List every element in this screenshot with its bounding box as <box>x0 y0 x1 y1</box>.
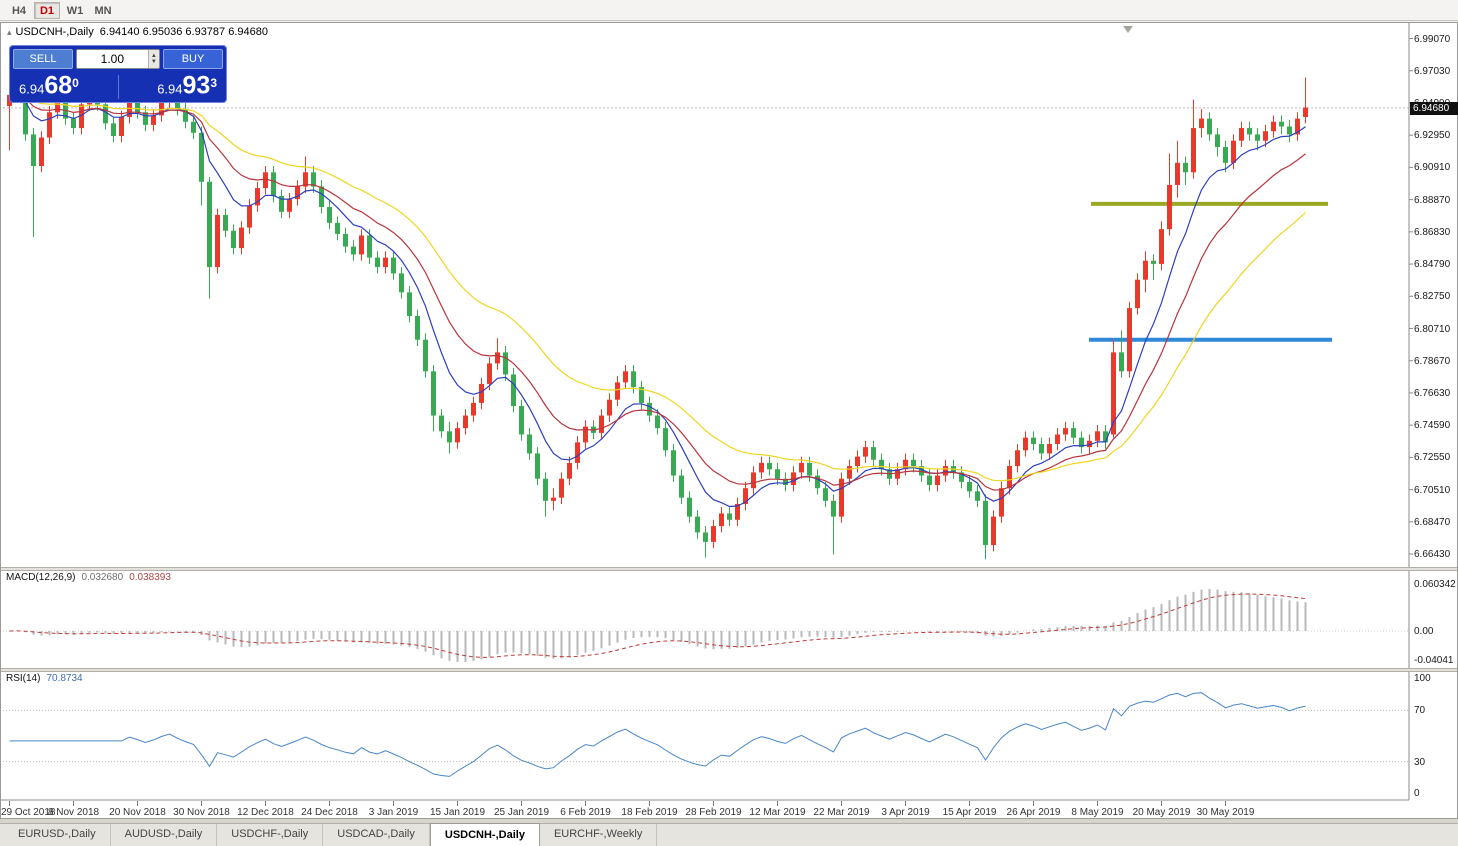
window-bottom-strip <box>0 819 1458 823</box>
date-axis-label: 12 Mar 2019 <box>749 807 806 818</box>
current-price-marker: 6.94680 <box>1410 101 1458 115</box>
price-axis-label: 6.66430 <box>1414 549 1451 561</box>
date-axis-label: 6 Feb 2019 <box>560 807 611 818</box>
macd-axis-label: -0.04041 <box>1414 655 1454 666</box>
rsi-axis-label: 30 <box>1414 756 1426 768</box>
price-axis-label: 6.99070 <box>1414 33 1451 45</box>
price-axis-label: 6.90910 <box>1414 162 1451 174</box>
date-axis-label: 15 Jan 2019 <box>429 807 486 818</box>
macd-axis-label: 0.060342 <box>1414 578 1456 590</box>
rsi-axis-label: 100 <box>1414 673 1431 684</box>
rsi-axis-label: 0 <box>1414 788 1420 799</box>
macd-value-signal: 0.038393 <box>129 572 171 583</box>
price-axis-label: 6.82750 <box>1414 291 1451 303</box>
sell-price-big: 68 <box>44 71 73 99</box>
rsi-name: RSI(14) <box>6 673 41 684</box>
date-axis-label: 15 Apr 2019 <box>942 807 997 818</box>
tab-usdcnh-daily[interactable]: USDCNH-,Daily <box>429 823 540 846</box>
buy-price-pip: 3 <box>210 75 217 90</box>
timeframe-button-mn[interactable]: MN <box>90 2 116 19</box>
chart-title: ▴ USDCNH-,Daily 6.94140 6.95036 6.93787 6.… <box>7 26 268 38</box>
volume-spinner: ▲ ▼ <box>147 50 159 68</box>
date-axis-label: 3 Jan 2019 <box>368 807 419 818</box>
chart-tabs-bar: EURUSD-,Daily AUDUSD-,Daily USDCHF-,Daily U… <box>0 823 1458 846</box>
chart-symbol-period: USDCNH-,Daily <box>15 26 94 38</box>
buy-price[interactable]: 6.94933 <box>157 71 217 101</box>
price-axis-label: 6.80710 <box>1414 323 1451 335</box>
macd-name: MACD(12,26,9) <box>6 572 76 583</box>
tab-eurchf-weekly[interactable]: EURCHF-,Weekly <box>540 824 658 846</box>
timeframe-button-d1[interactable]: D1 <box>34 1 60 19</box>
buy-price-prefix: 6.94 <box>157 81 183 96</box>
panel-splitter[interactable] <box>1 668 1457 672</box>
date-axis-label: 28 Feb 2019 <box>685 807 742 818</box>
date-axis-label: 12 Dec 2018 <box>237 807 294 818</box>
date-axis-label: 30 May 2019 <box>1196 807 1255 818</box>
volume-up-icon[interactable]: ▲ <box>150 53 157 59</box>
price-axis-label: 6.76630 <box>1414 387 1451 399</box>
timeframe-button-h4[interactable]: H4 <box>6 2 32 19</box>
volume-box: ▲ ▼ <box>76 49 160 69</box>
date-axis-label: 29 Oct 2018 <box>1 807 56 818</box>
date-axis-label: 8 Nov 2018 <box>47 807 100 818</box>
date-axis-label: 30 Nov 2018 <box>173 807 230 818</box>
one-click-trading-panel: SELL ▲ ▼ BUY 6.94680 6.94933 <box>9 45 227 103</box>
rsi-indicator-title: RSI(14) 70.8734 <box>6 673 83 684</box>
price-axis-label: 6.70510 <box>1414 484 1451 496</box>
sell-button[interactable]: SELL <box>13 49 73 69</box>
collapse-arrow-icon[interactable]: ▴ <box>7 27 12 37</box>
volume-down-icon[interactable]: ▼ <box>150 59 157 65</box>
buy-button[interactable]: BUY <box>163 49 223 69</box>
tab-audusd-daily[interactable]: AUDUSD-,Daily <box>111 824 218 846</box>
date-axis-label: 22 Mar 2019 <box>813 807 870 818</box>
price-divider <box>117 75 119 99</box>
price-axis-label: 6.74590 <box>1414 420 1451 432</box>
sell-price[interactable]: 6.94680 <box>19 71 79 101</box>
timeframe-button-w1[interactable]: W1 <box>62 2 88 19</box>
date-axis-label: 3 Apr 2019 <box>881 807 930 818</box>
date-axis-label: 25 Jan 2019 <box>493 807 550 818</box>
volume-input[interactable] <box>77 50 148 68</box>
macd-indicator-title: MACD(12,26,9) 0.032680 0.038393 <box>6 572 171 583</box>
sell-price-pip: 0 <box>72 75 79 90</box>
date-axis-label: 26 Apr 2019 <box>1006 807 1061 818</box>
timeframe-toolbar: H4 D1 W1 MN <box>0 0 1458 21</box>
date-axis-label: 20 May 2019 <box>1132 807 1191 818</box>
price-axis-label: 6.84790 <box>1414 259 1451 271</box>
chart-window: ▴ USDCNH-,Daily 6.94140 6.95036 6.93787 6.… <box>0 22 1458 819</box>
quote-prices: 6.94680 6.94933 <box>13 71 223 101</box>
tab-usdchf-daily[interactable]: USDCHF-,Daily <box>217 824 324 846</box>
date-axis-label: 20 Nov 2018 <box>109 807 166 818</box>
date-axis-label: 18 Feb 2019 <box>621 807 678 818</box>
price-axis-label: 6.86830 <box>1414 226 1451 238</box>
price-axis-label: 6.97030 <box>1414 65 1451 77</box>
rsi-value: 70.8734 <box>46 673 83 684</box>
chart-canvas[interactable] <box>1 23 1457 818</box>
date-axis-label: 24 Dec 2018 <box>301 807 358 818</box>
price-axis-label: 6.72550 <box>1414 452 1451 464</box>
tab-eurusd-daily[interactable]: EURUSD-,Daily <box>4 824 111 846</box>
tab-usdcad-daily[interactable]: USDCAD-,Daily <box>323 824 430 846</box>
buy-price-big: 93 <box>182 71 211 99</box>
price-axis-label: 6.68470 <box>1414 516 1451 528</box>
price-axis-label: 6.92950 <box>1414 130 1451 142</box>
date-axis-label: 8 May 2019 <box>1071 807 1124 818</box>
macd-value-main: 0.032680 <box>81 572 124 583</box>
chart-shift-marker-icon <box>1123 26 1133 33</box>
rsi-axis-label: 70 <box>1414 705 1426 717</box>
chart-ohlc-values: 6.94140 6.95036 6.93787 6.94680 <box>99 26 268 38</box>
price-axis-label: 6.78670 <box>1414 355 1451 367</box>
macd-axis-label: 0.00 <box>1414 626 1434 637</box>
price-axis-label: 6.88870 <box>1414 194 1451 206</box>
panel-splitter[interactable] <box>1 567 1457 571</box>
sell-price-prefix: 6.94 <box>19 81 45 96</box>
